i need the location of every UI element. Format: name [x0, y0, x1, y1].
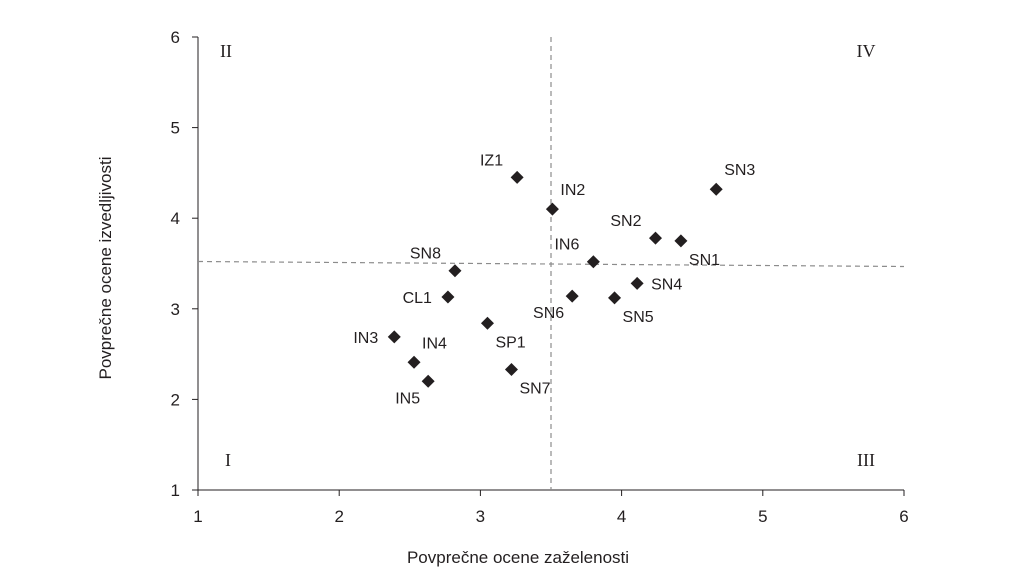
y-axis-title: Povprečne ocene izvedljivosti	[96, 156, 115, 379]
data-point-label: SN4	[651, 276, 682, 293]
chart-axes: 1 2 3 4 5 6 1 2 3 4 5 6	[171, 28, 909, 526]
data-point-label: IN3	[353, 330, 378, 347]
reference-lines	[197, 37, 905, 490]
quadrant-label: II	[220, 41, 232, 61]
data-point-marker	[709, 182, 723, 196]
data-point-label: CL1	[403, 290, 432, 307]
y-tick-label: 6	[171, 28, 180, 47]
x-tick-label: 3	[476, 507, 485, 526]
data-point-label: SN6	[533, 305, 564, 322]
horizontal-reference-line	[197, 260, 905, 268]
data-point-label: SN2	[610, 213, 641, 230]
data-point-marker	[448, 264, 462, 278]
y-tick-label: 5	[171, 119, 180, 138]
y-tick-label: 1	[171, 481, 180, 500]
data-point-label: SP1	[495, 334, 525, 351]
data-point-marker	[674, 234, 688, 248]
data-point-marker	[565, 289, 579, 303]
data-point-marker	[545, 202, 559, 216]
data-point-marker	[387, 330, 401, 344]
x-tick-label: 1	[193, 507, 202, 526]
data-point-label: IN5	[395, 390, 420, 407]
data-point-marker	[504, 363, 518, 377]
data-point-label: SN5	[623, 309, 654, 326]
data-point-marker	[480, 316, 494, 330]
data-point-label: SN7	[519, 381, 550, 398]
data-point-marker	[421, 374, 435, 388]
x-tick-label: 5	[758, 507, 767, 526]
x-tick-label: 6	[899, 507, 908, 526]
quadrant-label: I	[225, 450, 231, 470]
quadrant-label: III	[857, 450, 875, 470]
data-point-label: SN8	[410, 246, 441, 263]
y-tick-label: 3	[171, 300, 180, 319]
x-tick-label: 2	[334, 507, 343, 526]
data-point-label: SN1	[689, 252, 720, 269]
data-point-marker	[608, 291, 622, 305]
x-tick-label: 4	[617, 507, 626, 526]
data-point-marker	[510, 170, 524, 184]
data-points: IZ1 IN2 SN3 SN2 SN1 IN6 SN8 SN4 CL1 SN6 SN5 SP1 IN3 I…	[353, 152, 755, 407]
x-axis-title: Povprečne ocene zaželenosti	[407, 548, 629, 567]
data-point-label: IN4	[422, 335, 447, 352]
data-point-label: IN2	[560, 182, 585, 199]
data-point-marker	[630, 276, 644, 290]
y-tick-label: 2	[171, 390, 180, 409]
data-point-label: IZ1	[480, 152, 503, 169]
data-point-marker	[648, 231, 662, 245]
y-tick-label: 4	[171, 209, 180, 228]
quadrant-label: IV	[857, 41, 876, 61]
data-point-label: IN6	[554, 237, 579, 254]
data-point-label: SN3	[724, 162, 755, 179]
data-point-marker	[441, 290, 455, 304]
data-point-marker	[407, 355, 421, 369]
data-point-marker	[586, 255, 600, 269]
